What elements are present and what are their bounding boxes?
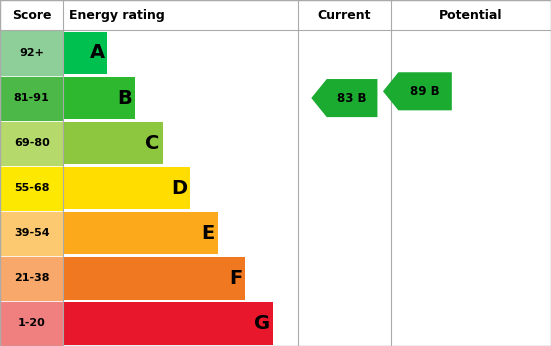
Text: 21-38: 21-38 xyxy=(14,273,50,283)
Text: 39-54: 39-54 xyxy=(14,228,50,238)
Text: B: B xyxy=(117,89,132,108)
Bar xyxy=(0,301,63,346)
Bar xyxy=(63,257,245,300)
Bar xyxy=(0,211,63,256)
Text: 69-80: 69-80 xyxy=(14,138,50,148)
Bar xyxy=(63,167,190,209)
Bar xyxy=(0,0,551,30)
Bar xyxy=(63,32,107,74)
Text: Current: Current xyxy=(317,9,371,22)
Bar xyxy=(0,121,63,166)
Text: Energy rating: Energy rating xyxy=(69,9,165,22)
Polygon shape xyxy=(311,79,377,117)
Text: C: C xyxy=(145,134,160,153)
Text: 55-68: 55-68 xyxy=(14,183,50,193)
Text: E: E xyxy=(202,224,215,243)
Bar xyxy=(63,77,135,119)
Text: D: D xyxy=(171,179,187,198)
Bar xyxy=(0,256,63,301)
Text: 92+: 92+ xyxy=(19,48,44,58)
Bar xyxy=(63,212,218,254)
Text: 89 B: 89 B xyxy=(410,85,440,98)
Bar xyxy=(63,302,273,345)
Bar xyxy=(63,122,163,164)
Text: G: G xyxy=(254,314,270,333)
Text: 81-91: 81-91 xyxy=(14,93,50,103)
Text: 1-20: 1-20 xyxy=(18,318,46,328)
Bar xyxy=(0,30,63,75)
Polygon shape xyxy=(383,72,452,110)
Bar xyxy=(0,166,63,211)
Text: F: F xyxy=(229,269,242,288)
Text: A: A xyxy=(90,44,105,63)
Text: 83 B: 83 B xyxy=(337,92,367,104)
Text: Score: Score xyxy=(12,9,51,22)
Bar xyxy=(0,75,63,121)
Text: Potential: Potential xyxy=(439,9,503,22)
